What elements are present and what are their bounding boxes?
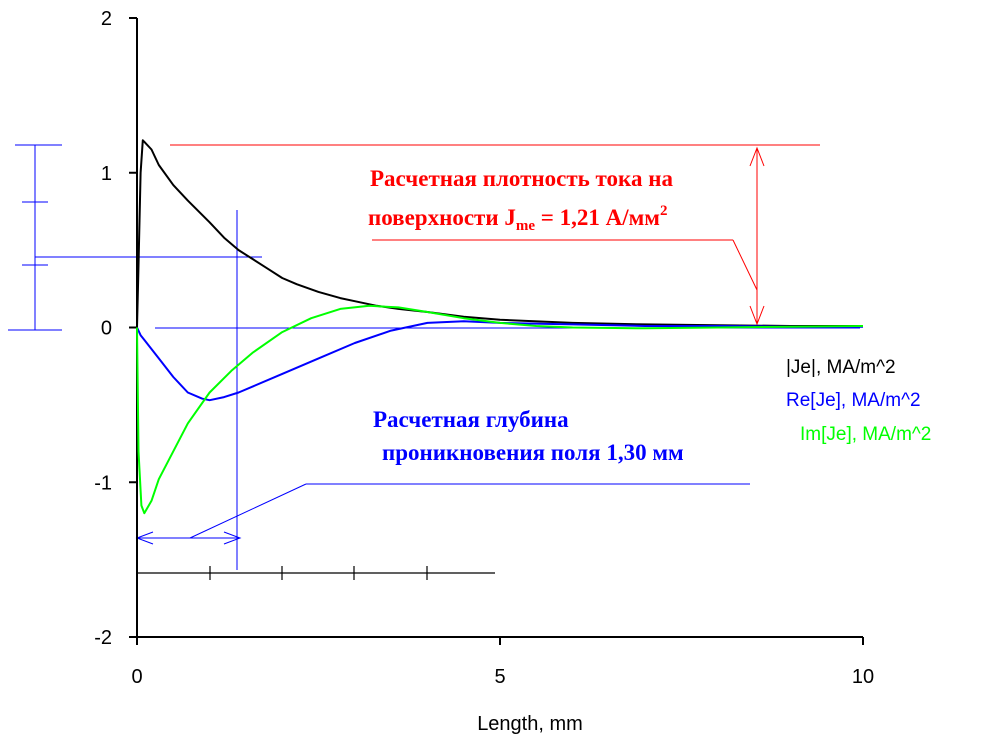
re-je-line	[136, 320, 863, 402]
depth-line1: Расчетная глубина	[373, 407, 569, 432]
legend: |Je|, MA/m^2 Re[Je], MA/m^2 Im[Je], MA/m…	[786, 357, 931, 445]
x-axis-label: Length, mm	[477, 713, 583, 735]
depth-line2: проникновения поля 1,30 мм	[382, 440, 684, 465]
x-tick-label: 5	[494, 666, 505, 688]
surface-density-line2: поверхности Jme = 1,21 А/мм2	[368, 203, 667, 234]
x-tick-label: 10	[852, 666, 874, 688]
surface-density-construction	[170, 144, 820, 326]
surface-dim-arrow-bottom	[749, 305, 765, 326]
y-ticks: 2 1 0 -1 -2	[94, 8, 137, 649]
surface-density-annotation: Расчетная плотность тока на поверхности …	[368, 166, 673, 234]
depth-annotation: Расчетная глубина проникновения поля 1,3…	[373, 407, 684, 465]
legend-item-im: Im[Je], MA/m^2	[800, 424, 931, 445]
y-tick-label: -2	[94, 627, 112, 649]
y-tick-label: 1	[101, 163, 112, 185]
mm-scale-bar	[137, 566, 495, 580]
depth-annot-leader	[189, 483, 307, 539]
y-tick-label: 0	[101, 318, 112, 340]
x-tick-label: 0	[131, 666, 142, 688]
surface-dim-arrow-top	[749, 146, 765, 167]
abs-je-line	[136, 139, 863, 328]
y-tick-label: 2	[101, 8, 112, 30]
y-tick-label: -1	[94, 472, 112, 494]
surface-annot-leader	[732, 239, 758, 291]
legend-item-re: Re[Je], MA/m^2	[786, 390, 921, 411]
x-ticks: 0 5 10	[131, 637, 874, 688]
surface-density-line1: Расчетная плотность тока на	[370, 166, 673, 191]
im-je-line	[136, 304, 864, 515]
series-layer	[136, 139, 864, 515]
legend-item-abs: |Je|, MA/m^2	[786, 357, 896, 378]
depth-dim-arrow-right	[223, 531, 242, 545]
